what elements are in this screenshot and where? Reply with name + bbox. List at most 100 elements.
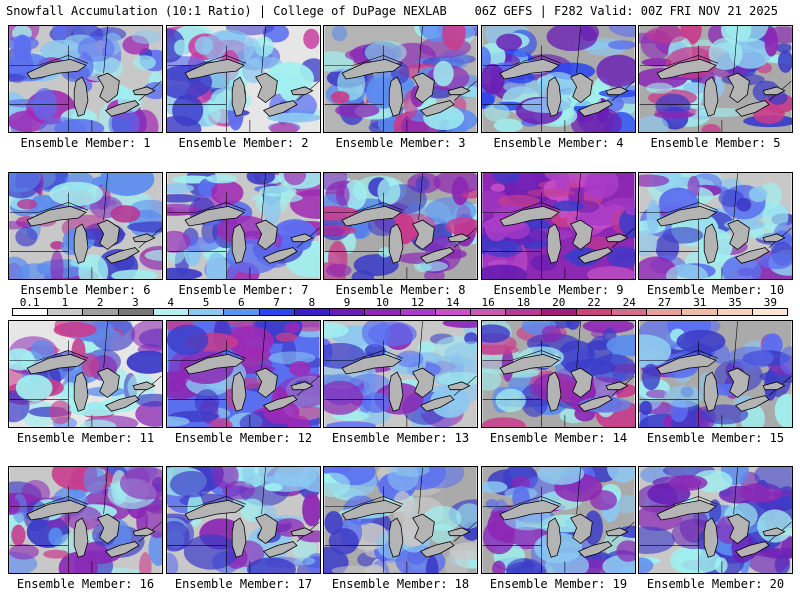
snow-contour [226, 321, 258, 327]
snow-contour [168, 376, 186, 392]
great-lake-outline [132, 527, 156, 537]
snow-contour [283, 173, 307, 186]
snow-contour [449, 542, 477, 561]
snow-contour [606, 246, 635, 268]
snow-contour [11, 524, 26, 546]
colorbar-swatch [471, 309, 507, 315]
state-border [733, 321, 738, 369]
snow-contour [437, 371, 477, 387]
great-lake-outline [656, 499, 717, 521]
ensemble-member-label: Ensemble Member: 20 [646, 577, 785, 591]
snow-contour [206, 174, 238, 184]
snow-contour [167, 520, 190, 552]
snow-contour [324, 510, 343, 535]
snow-contour [270, 122, 298, 132]
snow-contour [641, 363, 661, 391]
great-lake-outline [255, 72, 278, 104]
colorbar-swatch [752, 309, 788, 315]
great-lake-outline [255, 367, 278, 399]
snow-contour [30, 340, 55, 361]
colorbar-labels: 0.1 1 2 3 4 5 6 7 8 9 10 12 14 16 18 20 22 24 27 31 35 39 [12, 296, 788, 309]
state-border [103, 173, 108, 221]
ensemble-panel: Ensemble Member: 17 [166, 466, 321, 591]
great-lake-outline [97, 513, 120, 545]
great-lake-outline [605, 527, 629, 537]
snow-contour [779, 346, 792, 375]
snow-contour [664, 385, 703, 408]
ensemble-member-label: Ensemble Member: 1 [20, 136, 151, 150]
snow-contour [363, 564, 385, 573]
great-lake-outline [703, 76, 719, 117]
snow-contour [243, 37, 261, 65]
ensemble-member-label: Ensemble Member: 5 [650, 136, 781, 150]
snow-contour [492, 173, 522, 185]
snow-contour [552, 200, 584, 212]
great-lake-outline [73, 371, 89, 412]
snow-contour [9, 256, 30, 279]
great-lake-outline [262, 395, 298, 412]
snow-contour [748, 186, 768, 203]
snow-contour [210, 180, 244, 205]
snow-contour [497, 194, 540, 208]
great-lake-outline [734, 100, 770, 117]
great-lake-outline [231, 517, 247, 558]
colorbar-label: 3 [132, 296, 139, 309]
snow-contour [377, 177, 401, 205]
state-border [261, 467, 266, 515]
snow-contour [49, 400, 72, 425]
snow-contour [456, 503, 477, 529]
snow-contour [53, 321, 97, 338]
state-border [9, 350, 89, 361]
colorbar-swatch [189, 309, 225, 315]
snow-contour [167, 194, 201, 203]
snow-contour [16, 199, 38, 210]
great-lake-outline [727, 219, 750, 251]
great-lake-outline [26, 58, 87, 80]
snow-contour [415, 176, 430, 192]
snow-contour [364, 40, 407, 65]
snow-contour [758, 253, 792, 270]
state-border [639, 202, 719, 213]
state-border [261, 26, 266, 74]
snow-contour [378, 247, 391, 258]
snowfall-map [8, 25, 163, 133]
great-lake-outline [656, 58, 717, 80]
snow-contour [639, 174, 670, 187]
great-lake-outline [388, 517, 404, 558]
ensemble-member-label: Ensemble Member: 13 [331, 431, 470, 445]
colorbar-label: 12 [411, 296, 425, 309]
great-lake-outline [231, 223, 247, 264]
great-lake-outline [290, 527, 314, 537]
great-lake-outline [727, 513, 750, 545]
state-border [261, 173, 266, 221]
snowfall-map [638, 172, 793, 280]
colorbar-label: 6 [237, 296, 245, 309]
great-lake-outline [419, 541, 455, 558]
colorbar-swatch [330, 309, 366, 315]
great-lake-outline [388, 371, 404, 412]
snow-contour [267, 112, 320, 123]
state-border [733, 26, 738, 74]
snow-contour [639, 526, 675, 554]
snow-contour [496, 33, 523, 51]
snow-contour [133, 55, 156, 70]
snow-contour [521, 98, 571, 113]
ensemble-panel: Ensemble Member: 19 [481, 466, 636, 591]
great-lake-outline [262, 100, 298, 117]
snow-contour [701, 123, 721, 132]
snowfall-map [166, 25, 321, 133]
snowfall-colorbar: 0.1 1 2 3 4 5 6 7 8 9 10 12 14 16 18 20 22 24 27 31 35 39 [12, 296, 788, 318]
snow-contour [325, 263, 352, 278]
snow-contour [242, 467, 255, 486]
colorbar-label: 14 [446, 296, 460, 309]
snow-contour [81, 353, 99, 378]
great-lake-outline [104, 541, 140, 558]
state-border [418, 321, 423, 369]
colorbar-label: 1 [61, 296, 69, 309]
snow-contour [590, 354, 635, 384]
snow-contour [653, 110, 694, 119]
snow-contour [416, 261, 449, 272]
great-lake-outline [104, 395, 140, 412]
ensemble-member-label: Ensemble Member: 3 [335, 136, 466, 150]
snow-contour [167, 115, 202, 132]
